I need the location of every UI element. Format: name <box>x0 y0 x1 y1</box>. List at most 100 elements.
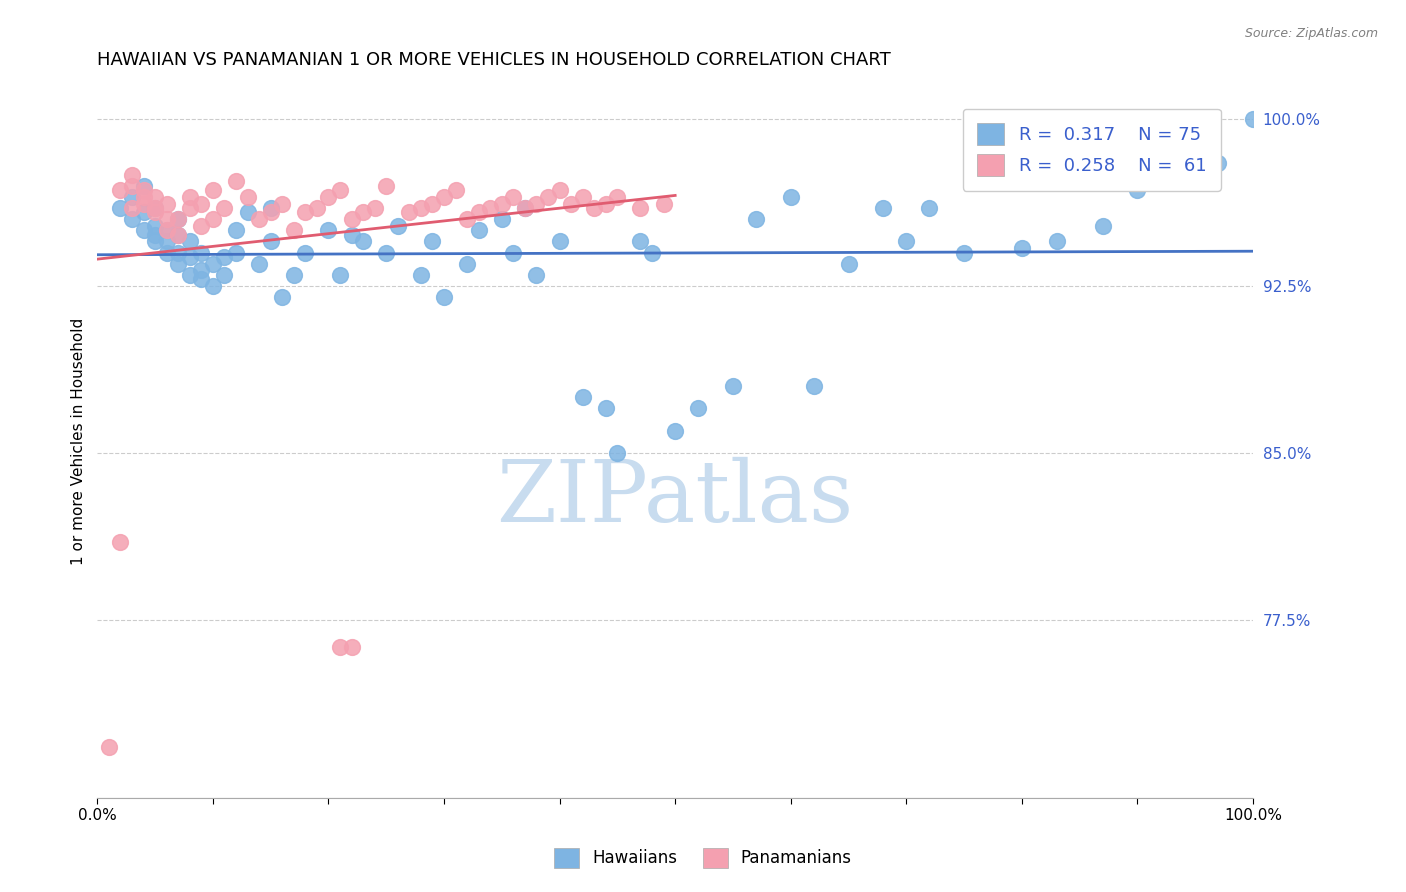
Point <box>721 379 744 393</box>
Point <box>156 223 179 237</box>
Point <box>1241 112 1264 126</box>
Point <box>143 227 166 242</box>
Point <box>179 201 201 215</box>
Point <box>179 235 201 249</box>
Point <box>352 205 374 219</box>
Point <box>1161 168 1184 182</box>
Point <box>1126 183 1149 197</box>
Point <box>97 739 120 754</box>
Point <box>132 183 155 197</box>
Point <box>236 190 259 204</box>
Point <box>167 257 190 271</box>
Point <box>110 183 132 197</box>
Text: ZIPatlas: ZIPatlas <box>496 458 853 541</box>
Point <box>201 183 224 197</box>
Point <box>340 640 363 654</box>
Point <box>779 190 801 204</box>
Point <box>305 201 328 215</box>
Point <box>283 223 305 237</box>
Point <box>201 279 224 293</box>
Point <box>121 201 143 215</box>
Point <box>247 257 270 271</box>
Point <box>283 268 305 282</box>
Point <box>872 201 894 215</box>
Point <box>260 205 283 219</box>
Point <box>167 212 190 227</box>
Point <box>121 190 143 204</box>
Point <box>571 390 593 404</box>
Point <box>225 174 247 188</box>
Point <box>179 268 201 282</box>
Point <box>444 183 467 197</box>
Point <box>201 257 224 271</box>
Point <box>156 235 179 249</box>
Point <box>422 196 444 211</box>
Point <box>294 205 316 219</box>
Point <box>236 205 259 219</box>
Legend: R =  0.317    N = 75, R =  0.258    N =  61: R = 0.317 N = 75, R = 0.258 N = 61 <box>963 109 1220 191</box>
Point <box>214 201 236 215</box>
Point <box>502 245 524 260</box>
Point <box>513 201 536 215</box>
Point <box>271 196 294 211</box>
Point <box>953 245 976 260</box>
Point <box>641 245 664 260</box>
Point <box>260 235 283 249</box>
Point <box>560 196 582 211</box>
Point <box>329 640 352 654</box>
Point <box>247 212 270 227</box>
Point <box>630 235 652 249</box>
Point <box>688 401 710 416</box>
Point <box>491 212 513 227</box>
Point <box>398 205 420 219</box>
Point <box>433 190 456 204</box>
Point <box>121 168 143 182</box>
Y-axis label: 1 or more Vehicles in Household: 1 or more Vehicles in Household <box>72 318 86 566</box>
Point <box>606 190 628 204</box>
Point <box>156 223 179 237</box>
Point <box>745 212 768 227</box>
Point <box>167 227 190 242</box>
Point <box>132 178 155 193</box>
Point <box>143 219 166 233</box>
Point <box>467 205 489 219</box>
Point <box>110 535 132 549</box>
Point <box>329 268 352 282</box>
Point <box>214 250 236 264</box>
Point <box>201 212 224 227</box>
Point <box>364 201 387 215</box>
Point <box>479 201 502 215</box>
Point <box>225 223 247 237</box>
Point <box>652 196 675 211</box>
Point <box>132 196 155 211</box>
Point <box>467 223 489 237</box>
Point <box>456 212 478 227</box>
Point <box>179 250 201 264</box>
Point <box>375 245 398 260</box>
Point <box>526 196 548 211</box>
Point <box>190 196 212 211</box>
Point <box>156 245 179 260</box>
Point <box>260 201 283 215</box>
Point <box>294 245 316 260</box>
Point <box>595 401 617 416</box>
Point <box>409 268 432 282</box>
Point <box>143 190 166 204</box>
Point <box>121 178 143 193</box>
Point <box>190 219 212 233</box>
Point <box>491 196 513 211</box>
Point <box>513 201 536 215</box>
Text: Source: ZipAtlas.com: Source: ZipAtlas.com <box>1244 27 1378 40</box>
Point <box>329 183 352 197</box>
Point <box>502 190 524 204</box>
Point <box>340 212 363 227</box>
Point <box>156 196 179 211</box>
Point <box>1208 156 1230 170</box>
Point <box>167 245 190 260</box>
Point <box>190 245 212 260</box>
Point <box>837 257 859 271</box>
Point <box>548 183 571 197</box>
Point <box>918 201 941 215</box>
Point <box>143 201 166 215</box>
Point <box>340 227 363 242</box>
